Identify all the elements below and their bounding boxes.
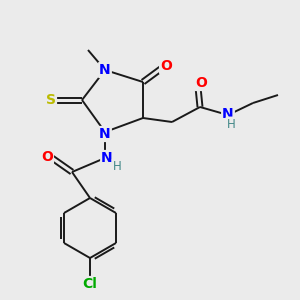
Text: O: O [41, 150, 53, 164]
Text: S: S [46, 93, 56, 107]
Text: N: N [222, 107, 234, 121]
Text: O: O [160, 59, 172, 73]
Text: Cl: Cl [82, 277, 98, 291]
Text: H: H [112, 160, 122, 172]
Text: N: N [101, 151, 113, 165]
Text: O: O [195, 76, 207, 90]
Text: H: H [226, 118, 236, 130]
Text: N: N [99, 63, 111, 77]
Text: N: N [99, 127, 111, 141]
